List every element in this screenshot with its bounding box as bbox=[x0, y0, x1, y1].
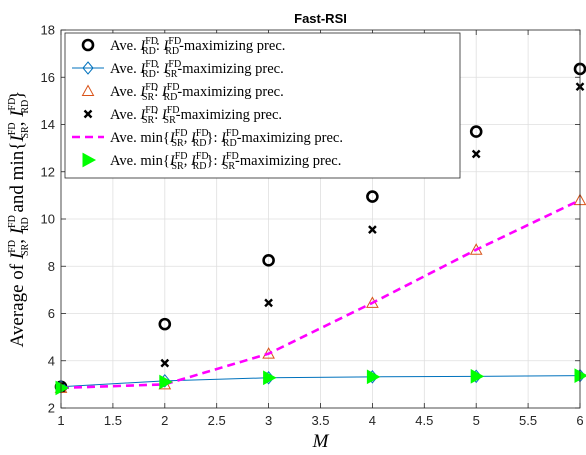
ticks bbox=[60, 29, 581, 409]
data-point bbox=[469, 125, 483, 138]
data-point bbox=[471, 149, 481, 159]
legend-marker bbox=[81, 38, 95, 52]
tick-labels: 1 1.5 2 2.5 3 3.5 4 4.5 5 5.5 6 2 4 6 8 10 12 14 16 18 bbox=[41, 23, 584, 429]
data-point bbox=[158, 317, 172, 331]
x-tick-label: 2.5 bbox=[208, 413, 226, 428]
legend-entry-2: Ave. IFD RD: IFD SR-maximizing prec. bbox=[110, 59, 284, 80]
x-tick-label: 1 bbox=[57, 413, 64, 428]
y-tick-label: 8 bbox=[48, 259, 55, 274]
legend-entry-4: Ave. IFD SR: IFD SR-maximizing prec. bbox=[110, 105, 282, 126]
legend: Ave. IFD RD: IFD RD-maximizing prec. Ave. … bbox=[64, 32, 461, 179]
data-point-stroke bbox=[160, 358, 170, 368]
x-axis-label: M bbox=[312, 431, 330, 452]
data-point bbox=[470, 369, 485, 384]
legend-marker bbox=[81, 84, 95, 96]
chart-title: Fast-RSI bbox=[294, 11, 347, 26]
legend-marker bbox=[83, 109, 93, 119]
x-tick-label: 6 bbox=[576, 413, 583, 428]
legend-entry-5: Ave. min{IFD SR, IFD RD}: IFD RD-maximizing… bbox=[110, 128, 343, 149]
data-point bbox=[368, 225, 377, 234]
data-point bbox=[160, 358, 170, 368]
x-tick-label: 4.5 bbox=[415, 413, 433, 428]
data-point bbox=[366, 190, 379, 203]
x-tick-label: 3 bbox=[265, 413, 272, 428]
y-tick-label: 18 bbox=[41, 23, 55, 38]
data-point-stroke bbox=[368, 225, 377, 234]
legend-markers bbox=[72, 38, 104, 168]
data-point bbox=[55, 380, 70, 396]
legend-box bbox=[64, 32, 461, 179]
x-tick-label: 5.5 bbox=[519, 413, 537, 428]
x-tick-label: 2 bbox=[161, 413, 168, 428]
x-tick-label: 1.5 bbox=[104, 413, 122, 428]
legend-entry-1: Ave. IFD RD: IFD RD-maximizing prec. bbox=[110, 36, 285, 57]
legend-marker-stroke bbox=[83, 109, 93, 119]
series-6 bbox=[55, 368, 586, 396]
data-point bbox=[263, 370, 277, 386]
y-tick-label: 10 bbox=[41, 212, 55, 227]
y-tick-label: 16 bbox=[41, 70, 55, 85]
y-axis-label: Average of IFD SR, IFD RD and min{IFD SR, I… bbox=[7, 91, 31, 348]
data-point bbox=[159, 374, 173, 390]
series-line bbox=[60, 375, 581, 388]
x-tick-label: 4 bbox=[369, 413, 376, 428]
x-tick-label: 5 bbox=[473, 413, 480, 428]
data-point-stroke bbox=[264, 298, 273, 308]
data-point bbox=[262, 254, 275, 267]
legend-marker bbox=[82, 61, 94, 75]
data-point bbox=[264, 298, 273, 308]
y-tick-label: 6 bbox=[48, 306, 55, 321]
y-tick-label: 14 bbox=[41, 117, 55, 132]
legend-entry-3: Ave. IFD SR: IFD RD-maximizing prec. bbox=[110, 82, 284, 103]
data-point bbox=[574, 368, 586, 383]
x-tick-label: 3.5 bbox=[311, 413, 329, 428]
data-point bbox=[366, 369, 381, 385]
legend-entry-6: Ave. min{IFD SR, IFD RD}: IFD SR-maximizing… bbox=[110, 151, 341, 172]
y-tick-label: 12 bbox=[41, 164, 55, 179]
y-tick-label: 4 bbox=[48, 353, 55, 368]
data-point-stroke bbox=[471, 149, 481, 159]
y-tick-label: 2 bbox=[48, 401, 55, 416]
legend-marker bbox=[82, 152, 97, 168]
